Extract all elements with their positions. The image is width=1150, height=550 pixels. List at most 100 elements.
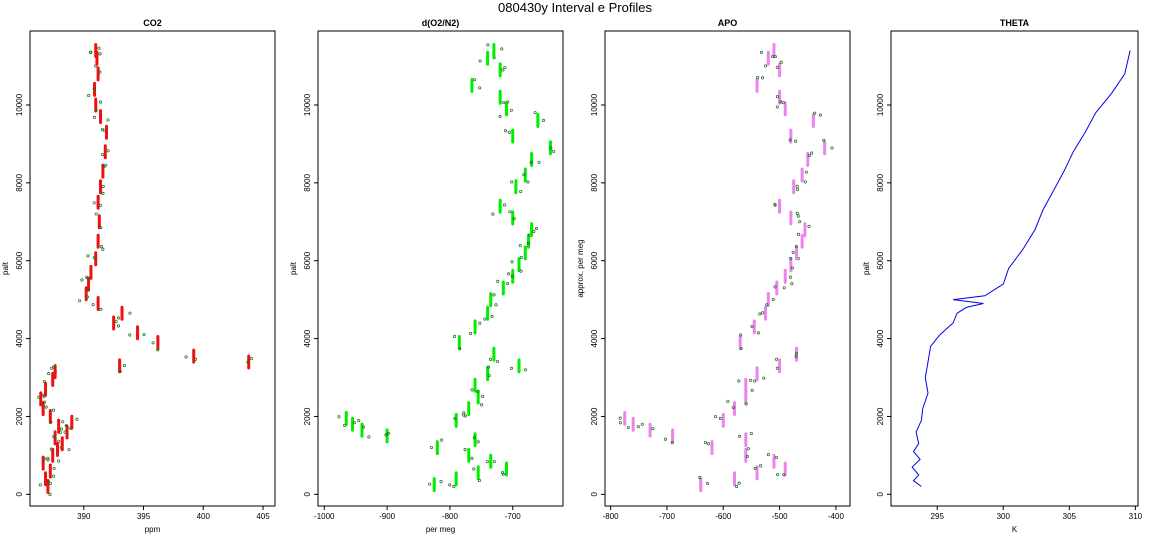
o2n2-sample-marker bbox=[519, 189, 523, 194]
co2-sample-marker bbox=[118, 369, 122, 373]
apo-sample-marker bbox=[759, 50, 764, 54]
apo-sample-marker bbox=[810, 151, 814, 155]
o2n2-sample-marker bbox=[529, 160, 533, 165]
o2n2-sample-marker bbox=[463, 414, 468, 418]
apo-sample-marker bbox=[790, 266, 794, 270]
co2-sample-marker bbox=[246, 360, 250, 364]
theta-xtick-label: 305 bbox=[1063, 512, 1077, 521]
apo-sample-marker bbox=[798, 220, 802, 224]
apo-sample-marker bbox=[779, 60, 783, 64]
o2n2-sample-marker bbox=[440, 438, 444, 442]
co2-sample-marker bbox=[106, 118, 110, 122]
co2-sample-marker bbox=[46, 456, 50, 460]
apo-sample-marker bbox=[731, 405, 735, 410]
co2-sample-marker bbox=[99, 244, 104, 249]
apo-sample-marker bbox=[795, 184, 799, 188]
o2n2-sample-marker bbox=[429, 445, 433, 450]
o2n2-sample-marker bbox=[509, 108, 513, 112]
co2-sample-marker bbox=[43, 400, 47, 404]
co2-sample-marker bbox=[52, 466, 56, 470]
apo-panel: APO -800 -700 -600 -500 -400 0 2000 4000 6000 8000… bbox=[576, 18, 851, 521]
apo-sample-marker bbox=[771, 54, 775, 59]
apo-sample-marker bbox=[803, 180, 807, 184]
o2n2-sample-marker bbox=[506, 100, 510, 104]
o2n2-sample-marker bbox=[537, 160, 541, 164]
o2n2-xtick-label: -800 bbox=[442, 512, 459, 521]
co2-xtick-label: 395 bbox=[137, 512, 151, 521]
o2n2-sample-marker bbox=[503, 66, 507, 70]
o2n2-sample-marker bbox=[483, 317, 487, 321]
co2-sample-marker bbox=[49, 447, 53, 451]
apo-sample-marker bbox=[830, 146, 834, 150]
apo-xtick-label: -600 bbox=[715, 512, 732, 521]
apo-ytick-label: 8000 bbox=[590, 173, 599, 191]
apo-sample-marker bbox=[640, 422, 644, 426]
o2n2-sample-marker bbox=[485, 460, 489, 464]
o2n2-sample-marker bbox=[453, 334, 457, 338]
apo-sample-marker bbox=[756, 331, 760, 335]
o2n2-panel: d(O2/N2) -1000 -900 -800 -700 0 2000 4000 6000 80… bbox=[289, 18, 564, 534]
o2n2-xtick-label: -900 bbox=[379, 512, 396, 521]
o2n2-sample-marker bbox=[463, 448, 467, 452]
co2-sample-marker bbox=[46, 458, 50, 462]
o2n2-sample-marker bbox=[481, 394, 485, 399]
apo-sample-marker bbox=[822, 138, 826, 142]
co2-sample-marker bbox=[156, 348, 160, 352]
theta-ytick-label: 2000 bbox=[876, 407, 885, 425]
o2n2-ytick-label: 4000 bbox=[303, 329, 312, 347]
apo-sample-marker bbox=[744, 402, 748, 406]
apo-sample-marker bbox=[807, 154, 811, 158]
apo-sample-marker bbox=[794, 139, 798, 143]
theta-plot-frame bbox=[890, 30, 1139, 507]
o2n2-sample-marker bbox=[367, 435, 371, 439]
o2n2-sample-marker bbox=[496, 279, 500, 283]
co2-sample-marker bbox=[122, 363, 127, 368]
o2n2-sample-marker bbox=[478, 86, 482, 90]
theta-ytick-label: 8000 bbox=[876, 173, 885, 191]
o2n2-sample-marker bbox=[476, 440, 480, 444]
theta-profile-line bbox=[911, 50, 1131, 487]
co2-sample-marker bbox=[102, 165, 106, 169]
apo-sample-marker bbox=[775, 105, 779, 109]
co2-sample-marker bbox=[49, 420, 53, 424]
co2-ytick-label: 0 bbox=[15, 492, 24, 497]
co2-sample-marker bbox=[128, 333, 132, 337]
apo-sample-marker bbox=[759, 464, 763, 468]
o2n2-sample-marker bbox=[503, 203, 507, 207]
co2-ytick-label: 8000 bbox=[15, 173, 24, 191]
co2-sample-marker bbox=[85, 295, 89, 299]
co2-sample-marker bbox=[142, 332, 146, 337]
apo-sample-marker bbox=[776, 472, 780, 477]
apo-sample-marker bbox=[813, 111, 817, 115]
o2n2-ytick-label: 8000 bbox=[303, 173, 312, 191]
co2-sample-marker bbox=[92, 115, 96, 119]
co2-plot-frame bbox=[29, 30, 276, 507]
apo-ytick-label: 4000 bbox=[590, 329, 599, 347]
apo-ytick-label: 6000 bbox=[590, 251, 599, 269]
o2n2-sample-marker bbox=[507, 130, 511, 134]
o2n2-sample-marker bbox=[522, 173, 526, 177]
o2n2-sample-marker bbox=[476, 390, 480, 394]
o2n2-sample-marker bbox=[487, 365, 491, 369]
apo-xtick-label: -800 bbox=[603, 512, 620, 521]
o2n2-ytick-label: 10000 bbox=[303, 93, 312, 116]
co2-sample-marker bbox=[99, 307, 103, 311]
o2n2-sample-marker bbox=[510, 180, 514, 184]
apo-sample-marker bbox=[804, 170, 808, 174]
apo-ytick-label: 2000 bbox=[590, 407, 599, 425]
o2n2-xtick-label: -700 bbox=[505, 512, 522, 521]
o2n2-sample-marker bbox=[439, 480, 443, 484]
co2-sample-marker bbox=[92, 201, 96, 205]
apo-sample-marker bbox=[706, 442, 710, 446]
co2-sample-marker bbox=[98, 52, 102, 56]
apo-sample-marker bbox=[735, 484, 739, 489]
apo-sample-marker bbox=[737, 481, 741, 485]
o2n2-sample-marker bbox=[502, 100, 506, 105]
co2-xlabel: ppm bbox=[145, 525, 161, 534]
o2n2-sample-marker bbox=[549, 146, 553, 150]
apo-sample-marker bbox=[790, 282, 794, 286]
co2-sample-marker bbox=[51, 408, 56, 412]
o2n2-sample-marker bbox=[510, 260, 514, 264]
apo-sample-marker bbox=[818, 113, 822, 117]
co2-xtick-label: 405 bbox=[256, 512, 270, 521]
